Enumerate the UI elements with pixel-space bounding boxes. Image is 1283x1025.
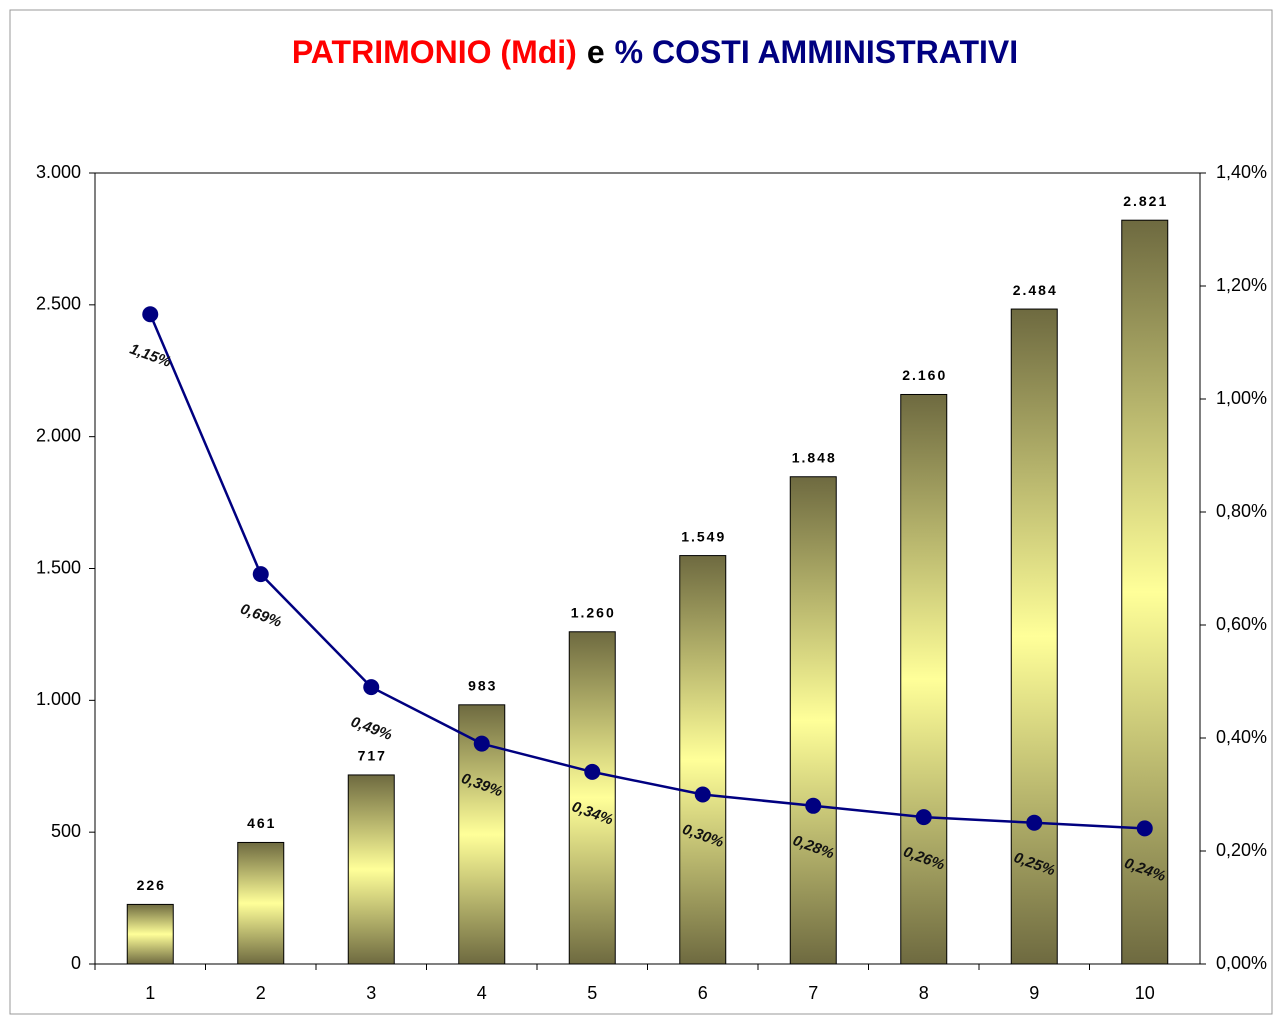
line bbox=[149, 313, 1145, 830]
bar-value-label: 717 bbox=[358, 748, 387, 764]
x-tick-label: 3 bbox=[366, 983, 376, 1003]
bar bbox=[568, 631, 616, 965]
y-tick-label: 0 bbox=[71, 953, 81, 973]
bar-value-label: 2.160 bbox=[902, 367, 947, 383]
bar bbox=[347, 774, 395, 965]
y-tick-label: 1.000 bbox=[36, 689, 81, 709]
bar bbox=[900, 393, 948, 965]
y-tick-label: 500 bbox=[51, 821, 81, 841]
x-tick-label: 8 bbox=[919, 983, 929, 1003]
bar bbox=[789, 476, 837, 965]
y2-tick-label: 0,00% bbox=[1216, 953, 1267, 973]
x-tick-label: 4 bbox=[477, 983, 487, 1003]
y-tick-label: 1.500 bbox=[36, 557, 81, 577]
line-marker bbox=[1026, 814, 1043, 831]
bar-value-label: 1.848 bbox=[792, 449, 837, 465]
y2-tick-label: 0,80% bbox=[1216, 501, 1267, 521]
line-marker bbox=[1136, 820, 1153, 837]
bar-value-label: 461 bbox=[247, 815, 276, 831]
y2-tick-label: 0,20% bbox=[1216, 840, 1267, 860]
x-tick-label: 2 bbox=[256, 983, 266, 1003]
x-tick-label: 10 bbox=[1135, 983, 1155, 1003]
title-part: PATRIMONIO (Mdi) bbox=[292, 34, 577, 70]
bar-value-label: 1.549 bbox=[681, 528, 726, 544]
bar bbox=[126, 903, 174, 965]
y2-tick-label: 0,40% bbox=[1216, 727, 1267, 747]
y-tick-label: 2.500 bbox=[36, 294, 81, 314]
y2-tick-label: 1,00% bbox=[1216, 388, 1267, 408]
y-tick-label: 2.000 bbox=[36, 425, 81, 445]
bar-value-label: 983 bbox=[468, 678, 497, 694]
bar-value-label: 1.260 bbox=[571, 604, 616, 620]
bar-value-label: 2.821 bbox=[1123, 193, 1168, 209]
line-marker bbox=[363, 679, 380, 696]
line-marker bbox=[584, 763, 601, 780]
x-tick-label: 1 bbox=[145, 983, 155, 1003]
chart-frame bbox=[9, 9, 1273, 1015]
bar bbox=[1121, 219, 1169, 965]
bar bbox=[1010, 308, 1058, 965]
bar-value-label: 226 bbox=[137, 877, 166, 893]
chart-title: PATRIMONIO (Mdi) e % COSTI AMMINISTRATIVI bbox=[292, 34, 1018, 70]
bar-value-label: 2.484 bbox=[1013, 282, 1058, 298]
line-marker bbox=[915, 809, 932, 826]
y2-tick-label: 0,60% bbox=[1216, 614, 1267, 634]
x-tick-label: 5 bbox=[587, 983, 597, 1003]
x-tick-label: 6 bbox=[698, 983, 708, 1003]
y-tick-label: 3.000 bbox=[36, 162, 81, 182]
title-part: % COSTI AMMINISTRATIVI bbox=[615, 34, 1019, 70]
line-marker bbox=[252, 566, 269, 583]
line-marker bbox=[473, 735, 490, 752]
y2-tick-label: 1,20% bbox=[1216, 275, 1267, 295]
bar bbox=[237, 841, 285, 965]
line-marker bbox=[805, 797, 822, 814]
x-tick-label: 9 bbox=[1029, 983, 1039, 1003]
line-marker bbox=[142, 306, 159, 323]
line-marker bbox=[694, 786, 711, 803]
y2-tick-label: 1,40% bbox=[1216, 162, 1267, 182]
x-tick-label: 7 bbox=[808, 983, 818, 1003]
title-part: e bbox=[587, 34, 605, 70]
bar bbox=[679, 555, 727, 965]
